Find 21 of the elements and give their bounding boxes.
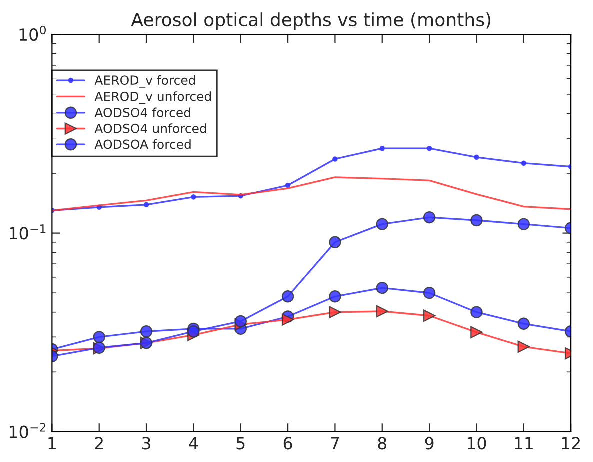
y-tick-label: 10$^{0}$ [20,26,46,42]
x-tick-label: 3 [142,437,150,450]
legend-label: AEROD_v unforced [94,92,212,104]
x-tick-label: 2 [95,437,103,450]
x-tick-label: 12 [562,437,580,450]
x-tick-label: 8 [378,437,387,450]
x-tick-label: 5 [236,437,245,450]
legend-label: AEROD_v forced [94,75,196,88]
x-tick-label: 11 [515,437,533,450]
y-tick-label: 10$^{−2}$ [10,423,46,438]
x-tick-label: 1 [48,437,56,450]
legend-label: AODSOA forced [94,139,191,150]
chart-title: Aerosol optical depths vs time (months) [131,12,491,30]
y-tick-label: 10$^{−1}$ [10,224,46,240]
x-tick-label: 9 [425,437,434,450]
x-tick-label: 4 [189,437,198,450]
x-tick-label: 10 [468,437,486,450]
legend-label: AODSO4 forced [94,108,190,118]
x-tick-label: 6 [284,437,292,450]
legend-label: AODSO4 unforced [94,124,206,134]
x-tick-label: 7 [331,437,340,450]
